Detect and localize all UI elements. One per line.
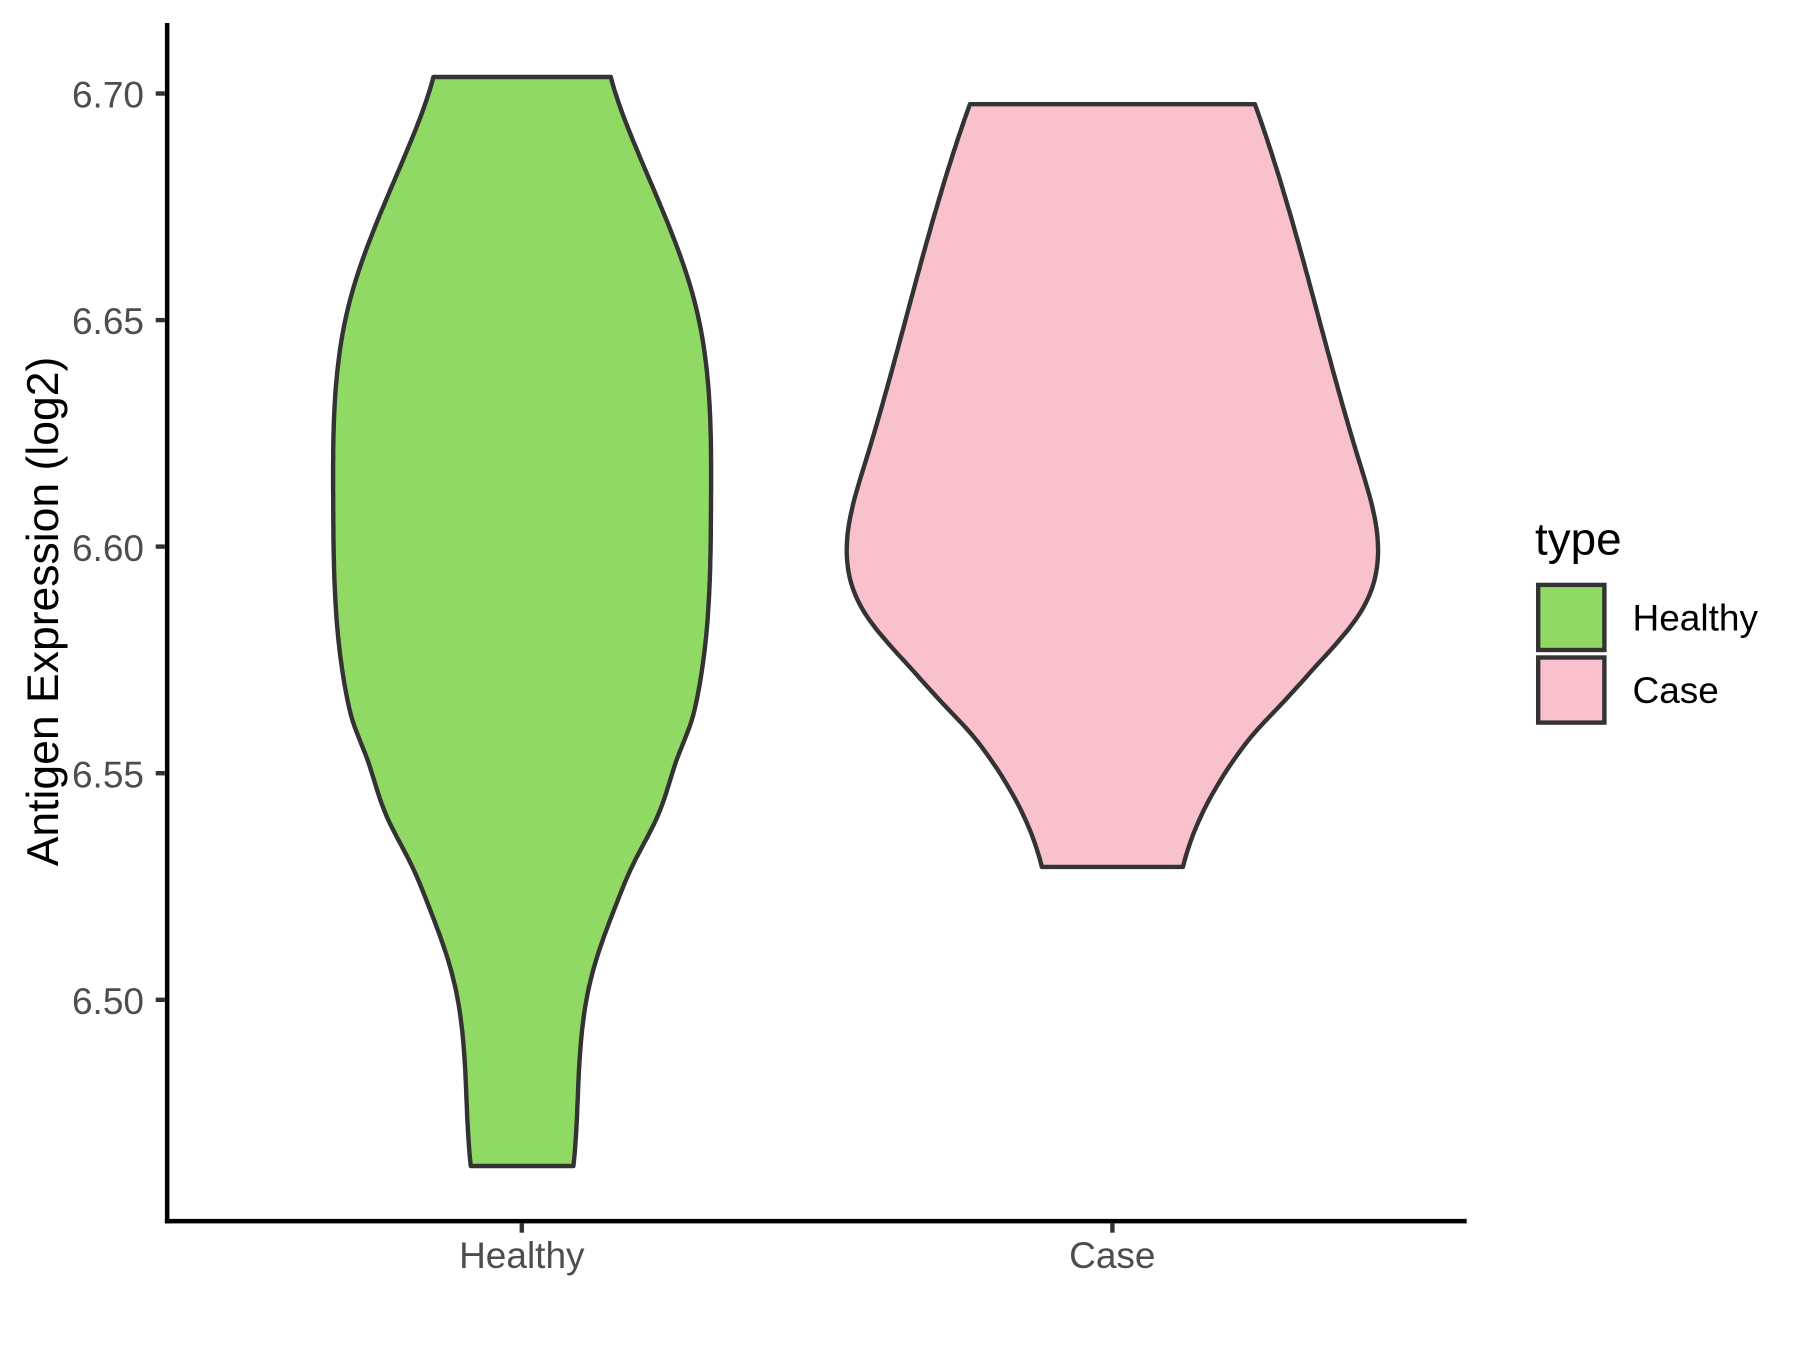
svg-text:6.55: 6.55	[72, 754, 144, 795]
svg-text:Healthy: Healthy	[459, 1235, 585, 1276]
svg-text:Antigen Expression (log2): Antigen Expression (log2)	[19, 357, 68, 867]
svg-text:type: type	[1535, 514, 1622, 565]
svg-text:Healthy: Healthy	[1633, 597, 1759, 638]
svg-text:6.50: 6.50	[72, 981, 144, 1022]
svg-text:6.60: 6.60	[72, 528, 144, 569]
svg-text:6.70: 6.70	[72, 75, 144, 116]
svg-text:6.65: 6.65	[72, 301, 144, 342]
svg-text:Case: Case	[1069, 1235, 1155, 1276]
svg-text:Case: Case	[1633, 670, 1719, 711]
